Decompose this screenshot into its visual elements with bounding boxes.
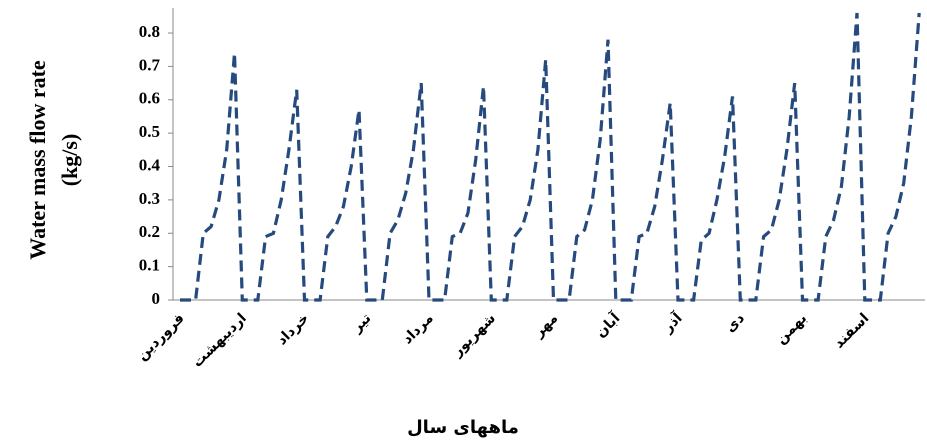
y-tick-label: 0.5 bbox=[139, 122, 160, 141]
y-tick-label: 0.6 bbox=[139, 89, 160, 108]
y-axis-title: Water mass flow rate (kg/s) bbox=[25, 60, 82, 260]
y-tick-label: 0.7 bbox=[139, 55, 161, 74]
x-tick-label: مهر bbox=[530, 310, 561, 341]
x-tick-label: خرداد bbox=[274, 310, 312, 348]
y-tick-label: 0.3 bbox=[139, 189, 160, 208]
x-tick-label: دی bbox=[722, 310, 747, 335]
y-tick-label: 0.8 bbox=[139, 22, 160, 41]
y-tick-label: 0 bbox=[152, 289, 161, 308]
x-tick-label: اردیبهشت bbox=[190, 310, 250, 370]
x-tick-label: تیر bbox=[348, 310, 374, 336]
x-tick-label: مرداد bbox=[400, 310, 437, 347]
x-tick-label: اسفند bbox=[831, 310, 872, 351]
data-line bbox=[180, 12, 921, 302]
x-tick-label: آبان bbox=[591, 308, 624, 341]
y-tick-label: 0.1 bbox=[139, 256, 160, 275]
y-tick-label: 0.4 bbox=[139, 155, 161, 174]
y-tick-label: 0.2 bbox=[139, 222, 160, 241]
y-axis-title-line: (kg/s) bbox=[57, 134, 82, 187]
x-tick-label: آذر bbox=[658, 308, 686, 336]
x-tick-label: فروردین bbox=[134, 310, 188, 364]
y-axis-title-line: Water mass flow rate bbox=[25, 60, 50, 260]
x-tick-label: شهریور bbox=[449, 310, 499, 360]
x-tick-label: بهمن bbox=[773, 310, 810, 347]
x-axis-title: ماههای سال bbox=[407, 417, 519, 438]
